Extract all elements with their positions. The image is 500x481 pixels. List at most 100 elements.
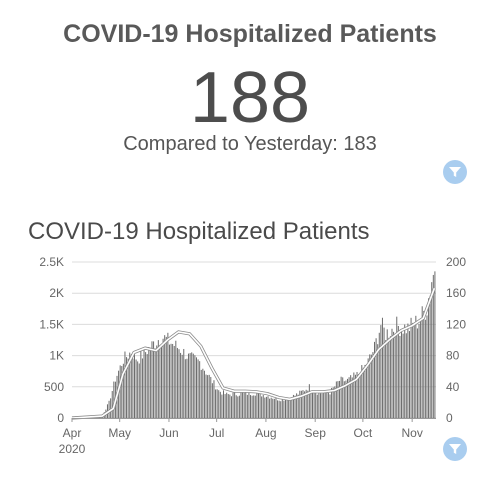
bar (353, 372, 355, 418)
bar (121, 366, 123, 418)
bar (207, 375, 209, 418)
bar (183, 348, 185, 418)
bar (180, 352, 182, 418)
bar (421, 306, 423, 418)
bar (203, 370, 205, 418)
bar (302, 390, 304, 418)
bar (312, 391, 314, 418)
bar (141, 358, 143, 418)
bar (284, 399, 286, 418)
bar (165, 336, 167, 418)
bar (354, 374, 356, 418)
bar (405, 333, 407, 418)
bar (324, 390, 326, 418)
bar (164, 335, 166, 418)
bar (184, 359, 186, 418)
bar (334, 386, 336, 418)
x-tick-label: Sep (305, 426, 327, 440)
kpi-title: COVID-19 Hospitalized Patients (63, 20, 437, 48)
bar (218, 390, 220, 418)
bar (272, 398, 274, 418)
bar (176, 347, 178, 418)
bar (335, 381, 337, 418)
y-tick-label: 2.5K (39, 255, 64, 269)
bar (380, 325, 382, 418)
bar (219, 391, 221, 418)
bar (194, 355, 196, 418)
bar (175, 340, 177, 418)
bar (289, 398, 291, 418)
bar (434, 271, 436, 418)
bar (143, 347, 145, 418)
bar (156, 345, 158, 418)
bar (415, 315, 417, 418)
bar (269, 398, 271, 418)
bar (197, 359, 199, 418)
bar (369, 354, 371, 418)
bar (404, 324, 406, 418)
filter-funnel-icon (449, 444, 461, 454)
bar (329, 394, 331, 418)
bar (130, 354, 132, 418)
bar (343, 381, 345, 418)
bar (242, 392, 244, 418)
bar (199, 361, 201, 418)
bar (237, 396, 239, 418)
bar (250, 395, 252, 418)
bar (167, 332, 169, 418)
kpi-filter-button[interactable] (443, 160, 467, 184)
bar (129, 352, 131, 418)
bar (304, 391, 306, 418)
bar (388, 337, 390, 418)
bar (305, 389, 307, 418)
bar (374, 341, 376, 418)
bar (413, 326, 415, 418)
bar (337, 381, 339, 418)
bar (331, 387, 333, 418)
bar (213, 380, 215, 418)
bar (111, 391, 113, 418)
bar (286, 400, 288, 418)
bar (235, 395, 237, 418)
bar (351, 377, 353, 418)
bar (140, 350, 142, 418)
bar (162, 338, 164, 418)
bar (178, 349, 180, 418)
bar (151, 341, 153, 418)
bar (221, 394, 223, 418)
bar (238, 395, 240, 418)
x-tick-label: Jun (159, 426, 178, 440)
bar (126, 357, 128, 418)
x-tick-label: Apr (63, 426, 82, 440)
bar (243, 392, 245, 418)
bar (315, 392, 317, 418)
bar (327, 392, 329, 418)
y2-tick-label: 0 (446, 411, 453, 425)
bar (294, 395, 296, 418)
bar (326, 392, 328, 418)
bar (323, 392, 325, 418)
bar (137, 361, 139, 418)
bar (154, 348, 156, 418)
bar (348, 377, 350, 418)
y-tick-label: 500 (44, 380, 64, 394)
bar (195, 357, 197, 418)
bar (277, 400, 279, 418)
bar (342, 377, 344, 418)
bar (332, 387, 334, 418)
bar (205, 374, 207, 418)
bar (399, 335, 401, 418)
bar (296, 393, 298, 418)
series-line (71, 287, 436, 419)
bar (362, 367, 364, 418)
y-tick-label: 1K (49, 349, 64, 363)
bar (273, 398, 275, 418)
chart-bars (73, 271, 436, 418)
bar (135, 359, 137, 418)
bar (257, 392, 259, 418)
bar (396, 316, 398, 418)
bar (173, 345, 175, 418)
chart-filter-button[interactable] (443, 437, 467, 461)
bar (159, 344, 161, 418)
